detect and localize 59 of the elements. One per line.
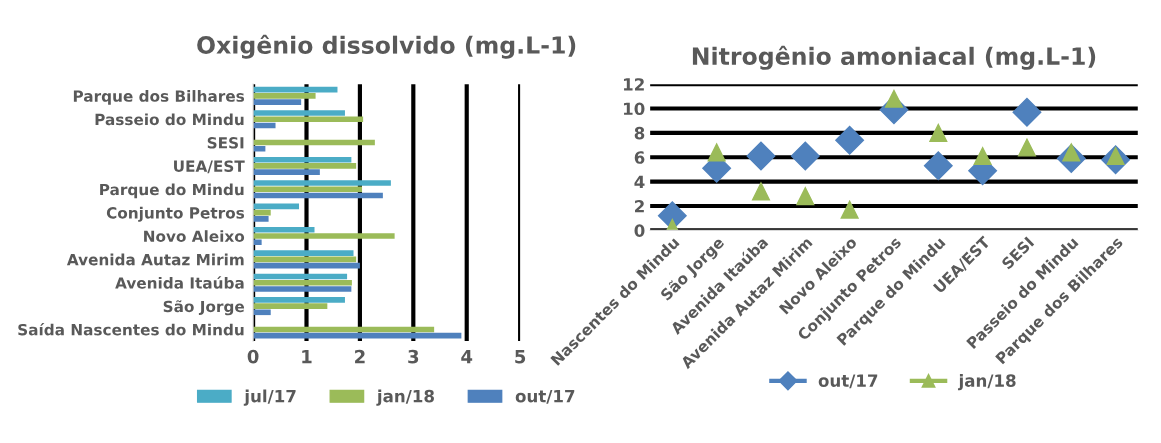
y-tick-label: Passeio do Mindu: [95, 113, 244, 126]
y-tick-label: 0: [634, 224, 645, 237]
point: [840, 200, 859, 219]
bar: [253, 279, 352, 286]
bar: [253, 93, 316, 99]
point: [1017, 138, 1036, 157]
y-tick-label: Parque dos Bilhares: [73, 90, 245, 105]
bar: [253, 216, 269, 222]
bar: [253, 303, 328, 309]
point: [746, 141, 776, 171]
point: [707, 143, 726, 162]
x-tick-label: 0: [247, 349, 259, 364]
x-tick-label: 3: [408, 349, 419, 364]
y-tick-label: 2: [635, 199, 644, 213]
x-tick-label: 2: [355, 349, 365, 364]
legend-label: out/17: [818, 374, 878, 389]
legend-label: jan/18: [957, 374, 1016, 391]
point: [796, 187, 815, 206]
y-tick-label: 10: [623, 102, 645, 116]
y-tick-label: 8: [634, 126, 645, 140]
legend-label: jul/17: [243, 389, 296, 406]
bar: [253, 309, 271, 316]
point: [790, 141, 820, 171]
x-tick-label: 1: [302, 350, 312, 364]
bar: [253, 163, 357, 169]
bar: [253, 250, 354, 256]
bar: [253, 297, 345, 303]
y-tick-label: Saída Nascentes do Mindu: [18, 323, 244, 336]
bar: [253, 286, 352, 292]
y-tick-label: SESI: [207, 137, 244, 149]
bar: [253, 239, 262, 246]
bar: [253, 116, 364, 123]
bar: [253, 186, 363, 193]
legend-label: out/17: [515, 390, 575, 404]
y-tick-label: Parque do Mindu: [100, 183, 244, 199]
chart-title: Nitrogênio amoniacal (mg.L-1): [692, 45, 1096, 70]
point: [835, 125, 865, 155]
bar: [253, 233, 395, 239]
bar: [253, 226, 315, 233]
point: [923, 151, 953, 181]
bar: [253, 145, 266, 152]
chart-title: Oxigênio dissolvido (mg.L-1): [197, 34, 576, 59]
bar: [253, 169, 320, 175]
bar: [253, 180, 391, 186]
y-tick-label: Conjunto Petros: [106, 206, 245, 222]
y-tick-label: 4: [634, 175, 645, 188]
bar: [253, 99, 302, 105]
legend-label: jan/18: [376, 389, 434, 406]
point: [1012, 97, 1042, 127]
x-tick-label: 4: [461, 350, 473, 364]
y-tick-label: 12: [623, 78, 644, 91]
y-tick-label: UEA/EST: [174, 160, 245, 174]
point: [884, 89, 903, 108]
y-tick-label: 6: [634, 151, 645, 164]
point: [751, 182, 771, 201]
point: [929, 123, 948, 142]
bar: [253, 110, 345, 116]
x-tick-label: 5: [515, 350, 526, 364]
point: [973, 147, 992, 166]
